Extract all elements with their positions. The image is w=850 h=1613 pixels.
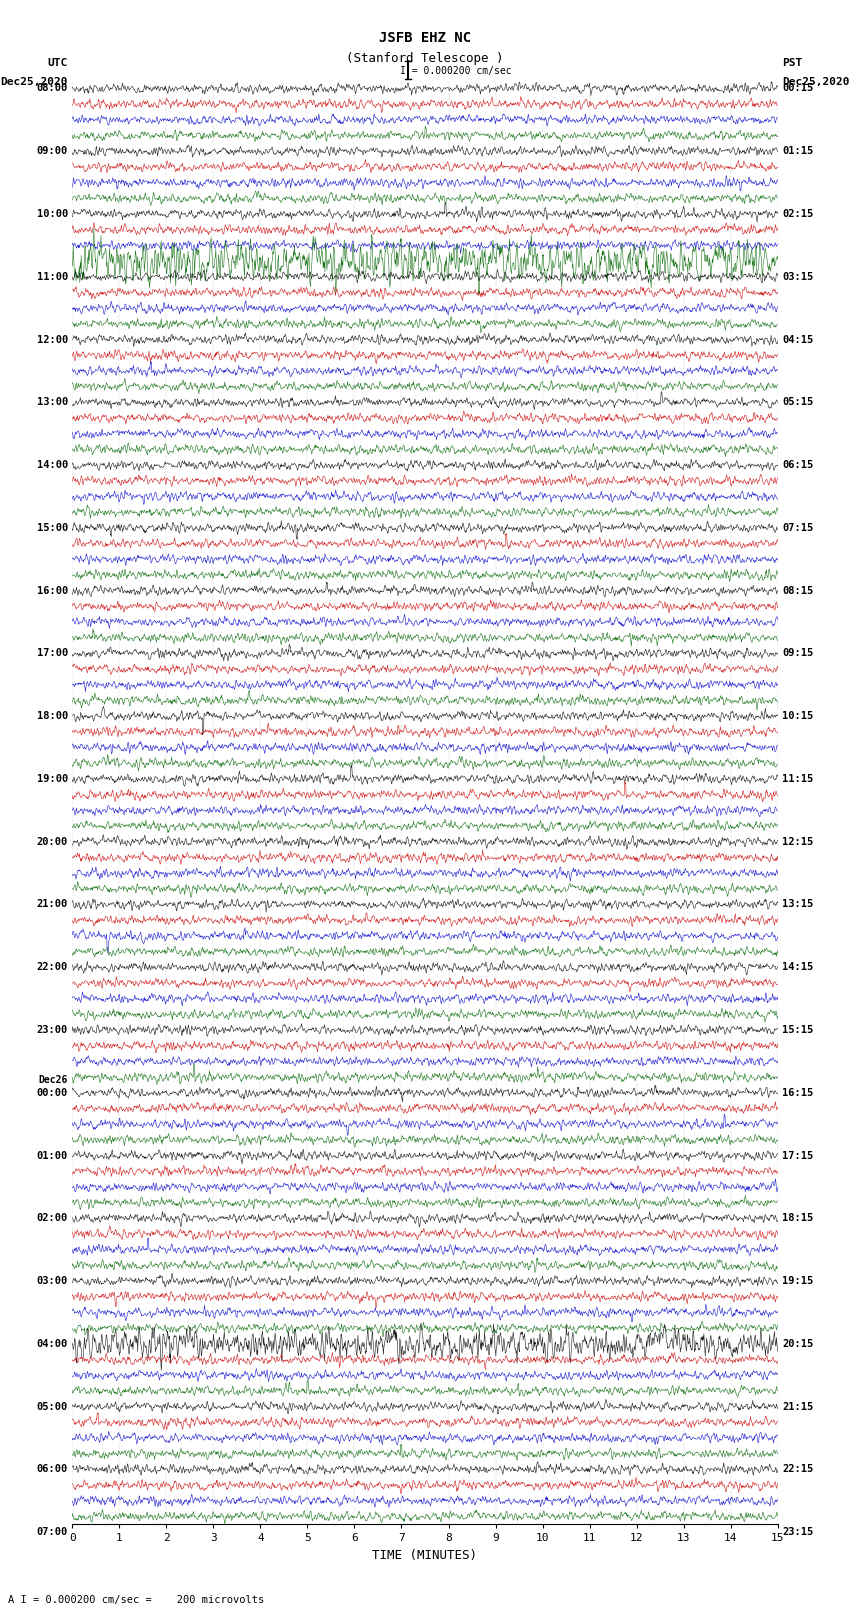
Text: 20:00: 20:00 — [37, 837, 68, 847]
Text: 02:15: 02:15 — [782, 210, 813, 219]
Text: 23:15: 23:15 — [782, 1528, 813, 1537]
Text: PST: PST — [782, 58, 802, 68]
Text: 13:15: 13:15 — [782, 900, 813, 910]
Text: 09:15: 09:15 — [782, 648, 813, 658]
Text: 10:00: 10:00 — [37, 210, 68, 219]
Text: 19:15: 19:15 — [782, 1276, 813, 1286]
Text: 13:00: 13:00 — [37, 397, 68, 408]
Text: 06:15: 06:15 — [782, 460, 813, 469]
Text: (Stanford Telescope ): (Stanford Telescope ) — [346, 52, 504, 65]
Text: 15:15: 15:15 — [782, 1024, 813, 1036]
Text: 01:00: 01:00 — [37, 1150, 68, 1160]
Text: 18:00: 18:00 — [37, 711, 68, 721]
X-axis label: TIME (MINUTES): TIME (MINUTES) — [372, 1548, 478, 1561]
Text: Dec26: Dec26 — [38, 1074, 68, 1084]
Text: 21:15: 21:15 — [782, 1402, 813, 1411]
Text: 05:15: 05:15 — [782, 397, 813, 408]
Text: 09:00: 09:00 — [37, 147, 68, 156]
Text: 16:00: 16:00 — [37, 586, 68, 595]
Text: 19:00: 19:00 — [37, 774, 68, 784]
Text: 10:15: 10:15 — [782, 711, 813, 721]
Text: 23:00: 23:00 — [37, 1024, 68, 1036]
Text: 11:00: 11:00 — [37, 273, 68, 282]
Text: 04:15: 04:15 — [782, 334, 813, 345]
Text: 00:00: 00:00 — [37, 1087, 68, 1098]
Text: 17:00: 17:00 — [37, 648, 68, 658]
Text: 12:15: 12:15 — [782, 837, 813, 847]
Text: 08:15: 08:15 — [782, 586, 813, 595]
Text: 03:15: 03:15 — [782, 273, 813, 282]
Text: 01:15: 01:15 — [782, 147, 813, 156]
Text: 18:15: 18:15 — [782, 1213, 813, 1223]
Text: 05:00: 05:00 — [37, 1402, 68, 1411]
Text: 21:00: 21:00 — [37, 900, 68, 910]
Text: 06:00: 06:00 — [37, 1465, 68, 1474]
Text: 07:00: 07:00 — [37, 1528, 68, 1537]
Text: 00:15: 00:15 — [782, 84, 813, 94]
Text: A I = 0.000200 cm/sec =    200 microvolts: A I = 0.000200 cm/sec = 200 microvolts — [8, 1595, 264, 1605]
Text: 17:15: 17:15 — [782, 1150, 813, 1160]
Text: 07:15: 07:15 — [782, 523, 813, 532]
Text: 20:15: 20:15 — [782, 1339, 813, 1348]
Text: 15:00: 15:00 — [37, 523, 68, 532]
Text: 02:00: 02:00 — [37, 1213, 68, 1223]
Text: 03:00: 03:00 — [37, 1276, 68, 1286]
Text: 14:00: 14:00 — [37, 460, 68, 469]
Text: 14:15: 14:15 — [782, 963, 813, 973]
Text: UTC: UTC — [48, 58, 68, 68]
Text: 12:00: 12:00 — [37, 334, 68, 345]
Text: Dec25,2020: Dec25,2020 — [1, 77, 68, 87]
Text: JSFB EHZ NC: JSFB EHZ NC — [379, 31, 471, 45]
Text: 22:15: 22:15 — [782, 1465, 813, 1474]
Text: 16:15: 16:15 — [782, 1087, 813, 1098]
Text: 22:00: 22:00 — [37, 963, 68, 973]
Text: Dec25,2020: Dec25,2020 — [782, 77, 849, 87]
Text: 08:00: 08:00 — [37, 84, 68, 94]
Text: 04:00: 04:00 — [37, 1339, 68, 1348]
Text: 11:15: 11:15 — [782, 774, 813, 784]
Text: I = 0.000200 cm/sec: I = 0.000200 cm/sec — [400, 66, 511, 76]
